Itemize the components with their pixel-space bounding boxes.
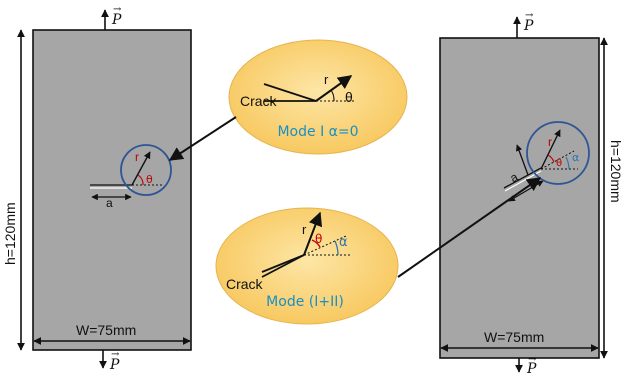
- mixed-mode-alpha-arc: [334, 240, 339, 256]
- mode-one-ellipse: [228, 39, 408, 155]
- right-width-label: W=75mm: [484, 329, 544, 345]
- left-radius-arrow: [131, 151, 151, 186]
- left-radius-label: r: [135, 150, 139, 164]
- right-top-load-label: P: [523, 18, 534, 34]
- mode-one-caption: Mode I α=0: [277, 124, 358, 140]
- mixed-mode-theta-arc: [311, 239, 321, 248]
- mixed-mode-bubble: Crack r θ α Mode (I+II): [215, 207, 399, 325]
- mixed-mode-crack-lower: [261, 254, 305, 278]
- mode-one-radius-label: r: [324, 72, 329, 87]
- vector-arrow-mark: →: [111, 349, 120, 360]
- right-bottom-load-label: P: [526, 361, 537, 374]
- right-theta-arc: [547, 154, 555, 163]
- left-specimen: P → P → h=120mm W=75mm a r θ: [2, 4, 192, 373]
- right-specimen-plate: [439, 37, 600, 359]
- vector-arrow-mark: →: [113, 4, 122, 15]
- right-radius-arrow: [540, 129, 561, 170]
- mixed-mode-radius-arrow: [303, 211, 323, 256]
- right-height-label: h=120mm: [608, 140, 622, 203]
- right-alpha-arc: [565, 156, 570, 170]
- right-radius-label: r: [548, 135, 552, 149]
- mode-one-crack-upper: [263, 83, 317, 102]
- vector-arrow-mark: →: [528, 354, 537, 365]
- mode-one-theta-arc: [330, 89, 335, 102]
- mode-one-crack-label: Crack: [240, 93, 278, 109]
- vector-arrow-mark: →: [525, 10, 534, 21]
- mixed-mode-ellipse: [215, 207, 399, 325]
- left-width-label: W=75mm: [76, 322, 136, 338]
- left-bottom-load-label: P: [109, 357, 120, 373]
- left-crack-tip-circle: [120, 144, 172, 196]
- left-theta-label: θ: [146, 173, 153, 186]
- left-top-load-label: P: [111, 12, 122, 28]
- right-crack-tip-circle: [526, 121, 590, 185]
- mode-one-connector-arrow: [168, 116, 237, 161]
- left-specimen-plate: [32, 29, 192, 351]
- right-alpha-label: α: [572, 151, 579, 164]
- mode-one-bubble: Crack r θ Mode I α=0: [228, 39, 408, 155]
- left-crack-length-label: a: [106, 196, 113, 210]
- mixed-mode-crack-label: Crack: [226, 276, 264, 292]
- left-theta-arc: [137, 174, 144, 186]
- mode-one-theta-label: θ: [345, 89, 353, 105]
- mixed-mode-theta-label: θ: [315, 232, 322, 246]
- mixed-mode-radius-label: r: [302, 222, 307, 237]
- mixed-mode-caption: Mode (I+II): [266, 294, 344, 310]
- right-specimen: P → P → h=120mm W=75mm a r θ α: [439, 10, 622, 374]
- left-height-label: h=120mm: [2, 202, 18, 265]
- right-perpendicular-arrow: [515, 144, 529, 176]
- right-theta-label: θ: [556, 158, 562, 169]
- mode-one-radius-arrow: [315, 75, 353, 102]
- mixed-mode-alpha-label: α: [339, 235, 348, 250]
- mixed-mode-connector-arrow: [397, 177, 542, 278]
